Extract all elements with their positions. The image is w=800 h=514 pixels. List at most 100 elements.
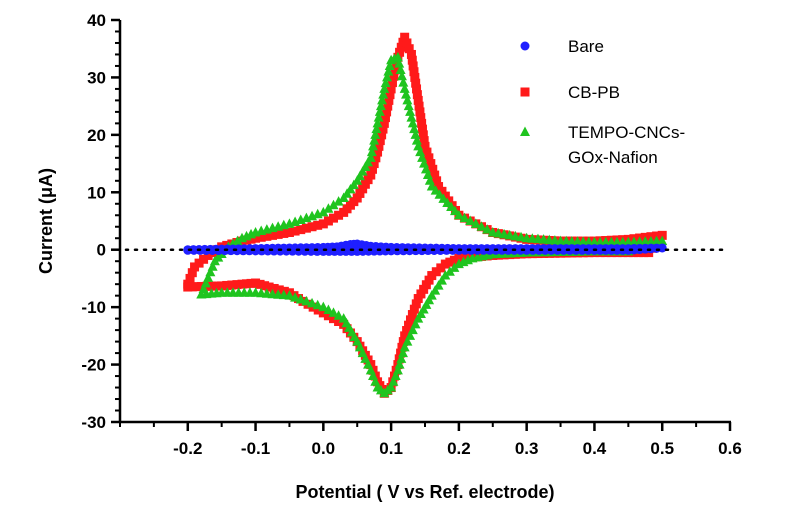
data-point (307, 222, 317, 232)
y-tick-label: -20 (81, 356, 106, 375)
data-point (400, 32, 410, 42)
data-point (440, 191, 450, 201)
data-point (401, 89, 412, 99)
data-point (402, 326, 412, 336)
data-point (190, 262, 200, 272)
data-point (360, 179, 370, 189)
x-tick-label: -0.1 (241, 439, 270, 458)
data-point (583, 245, 593, 255)
legend-marker-circle (520, 41, 530, 51)
data-point (194, 258, 204, 268)
data-point (394, 58, 405, 68)
data-point (318, 206, 329, 217)
data-point (377, 130, 387, 140)
data-point (370, 129, 381, 139)
y-tick-label: -10 (81, 298, 106, 317)
data-point (387, 78, 397, 88)
data-point (323, 311, 333, 321)
data-point (378, 124, 388, 134)
data-point (485, 245, 495, 255)
data-point (333, 196, 344, 206)
data-point (207, 261, 218, 271)
data-point (411, 78, 421, 88)
data-point (395, 64, 406, 74)
data-point (365, 364, 376, 375)
data-point (264, 282, 274, 292)
data-point (415, 107, 425, 117)
data-point (402, 38, 412, 48)
data-point (444, 266, 455, 276)
data-point (407, 310, 417, 320)
data-point (454, 253, 464, 263)
x-tick-label: 0.3 (515, 439, 539, 458)
data-point (434, 182, 444, 192)
data-point (329, 213, 338, 223)
data-point (187, 268, 197, 278)
x-tick-label: 0.5 (650, 439, 674, 458)
data-point (540, 245, 550, 255)
data-point (392, 51, 403, 62)
data-point (379, 118, 389, 128)
data-point (399, 341, 410, 352)
data-point (246, 234, 256, 244)
data-point (414, 101, 424, 111)
data-point (385, 90, 395, 100)
data-point (406, 112, 417, 122)
data-point (212, 281, 222, 291)
data-point (389, 71, 399, 81)
data-point (360, 353, 371, 363)
data-point (413, 294, 423, 304)
data-point (413, 95, 423, 105)
data-point (366, 146, 377, 157)
data-point (262, 231, 272, 241)
data-point (503, 245, 513, 255)
data-point (407, 117, 418, 128)
data-point (453, 209, 464, 220)
legend-marker-square (520, 87, 530, 97)
data-point (516, 245, 526, 255)
data-point (187, 282, 197, 292)
y-tick-label: 10 (87, 183, 106, 202)
data-point (395, 47, 405, 57)
data-point (183, 245, 193, 255)
data-point (424, 153, 434, 163)
data-point (431, 267, 441, 277)
data-point (318, 308, 328, 318)
data-point (386, 84, 396, 94)
data-point (384, 95, 394, 105)
data-point (410, 72, 420, 82)
data-point (368, 370, 379, 381)
data-point (559, 245, 569, 255)
data-point (445, 257, 455, 267)
data-point (222, 280, 232, 290)
legend: Bare CB-PB TEMPO-CNCs-GOx-Nafion (520, 37, 685, 167)
data-point (203, 272, 214, 282)
data-point (394, 359, 405, 369)
data-point (409, 67, 419, 77)
y-tick-label: -30 (81, 413, 106, 432)
data-point (371, 153, 381, 163)
data-point (284, 227, 294, 237)
data-point (402, 94, 413, 105)
data-point (260, 281, 270, 291)
data-point (397, 347, 408, 358)
data-point (426, 159, 436, 169)
data-point (417, 118, 427, 128)
data-point (398, 337, 408, 347)
y-tick-label: 20 (87, 126, 106, 145)
data-point (479, 245, 489, 255)
data-point (419, 284, 429, 294)
data-point (372, 117, 383, 128)
data-point (398, 77, 409, 87)
data-point (412, 90, 422, 100)
data-point (365, 152, 376, 162)
data-point (205, 266, 216, 277)
data-point (408, 61, 418, 71)
data-point (192, 282, 202, 292)
data-point (374, 141, 384, 151)
data-point (369, 159, 379, 169)
data-point (323, 304, 334, 315)
data-point (196, 281, 206, 291)
data-point (427, 271, 437, 281)
x-tick-label: 0.0 (312, 439, 336, 458)
